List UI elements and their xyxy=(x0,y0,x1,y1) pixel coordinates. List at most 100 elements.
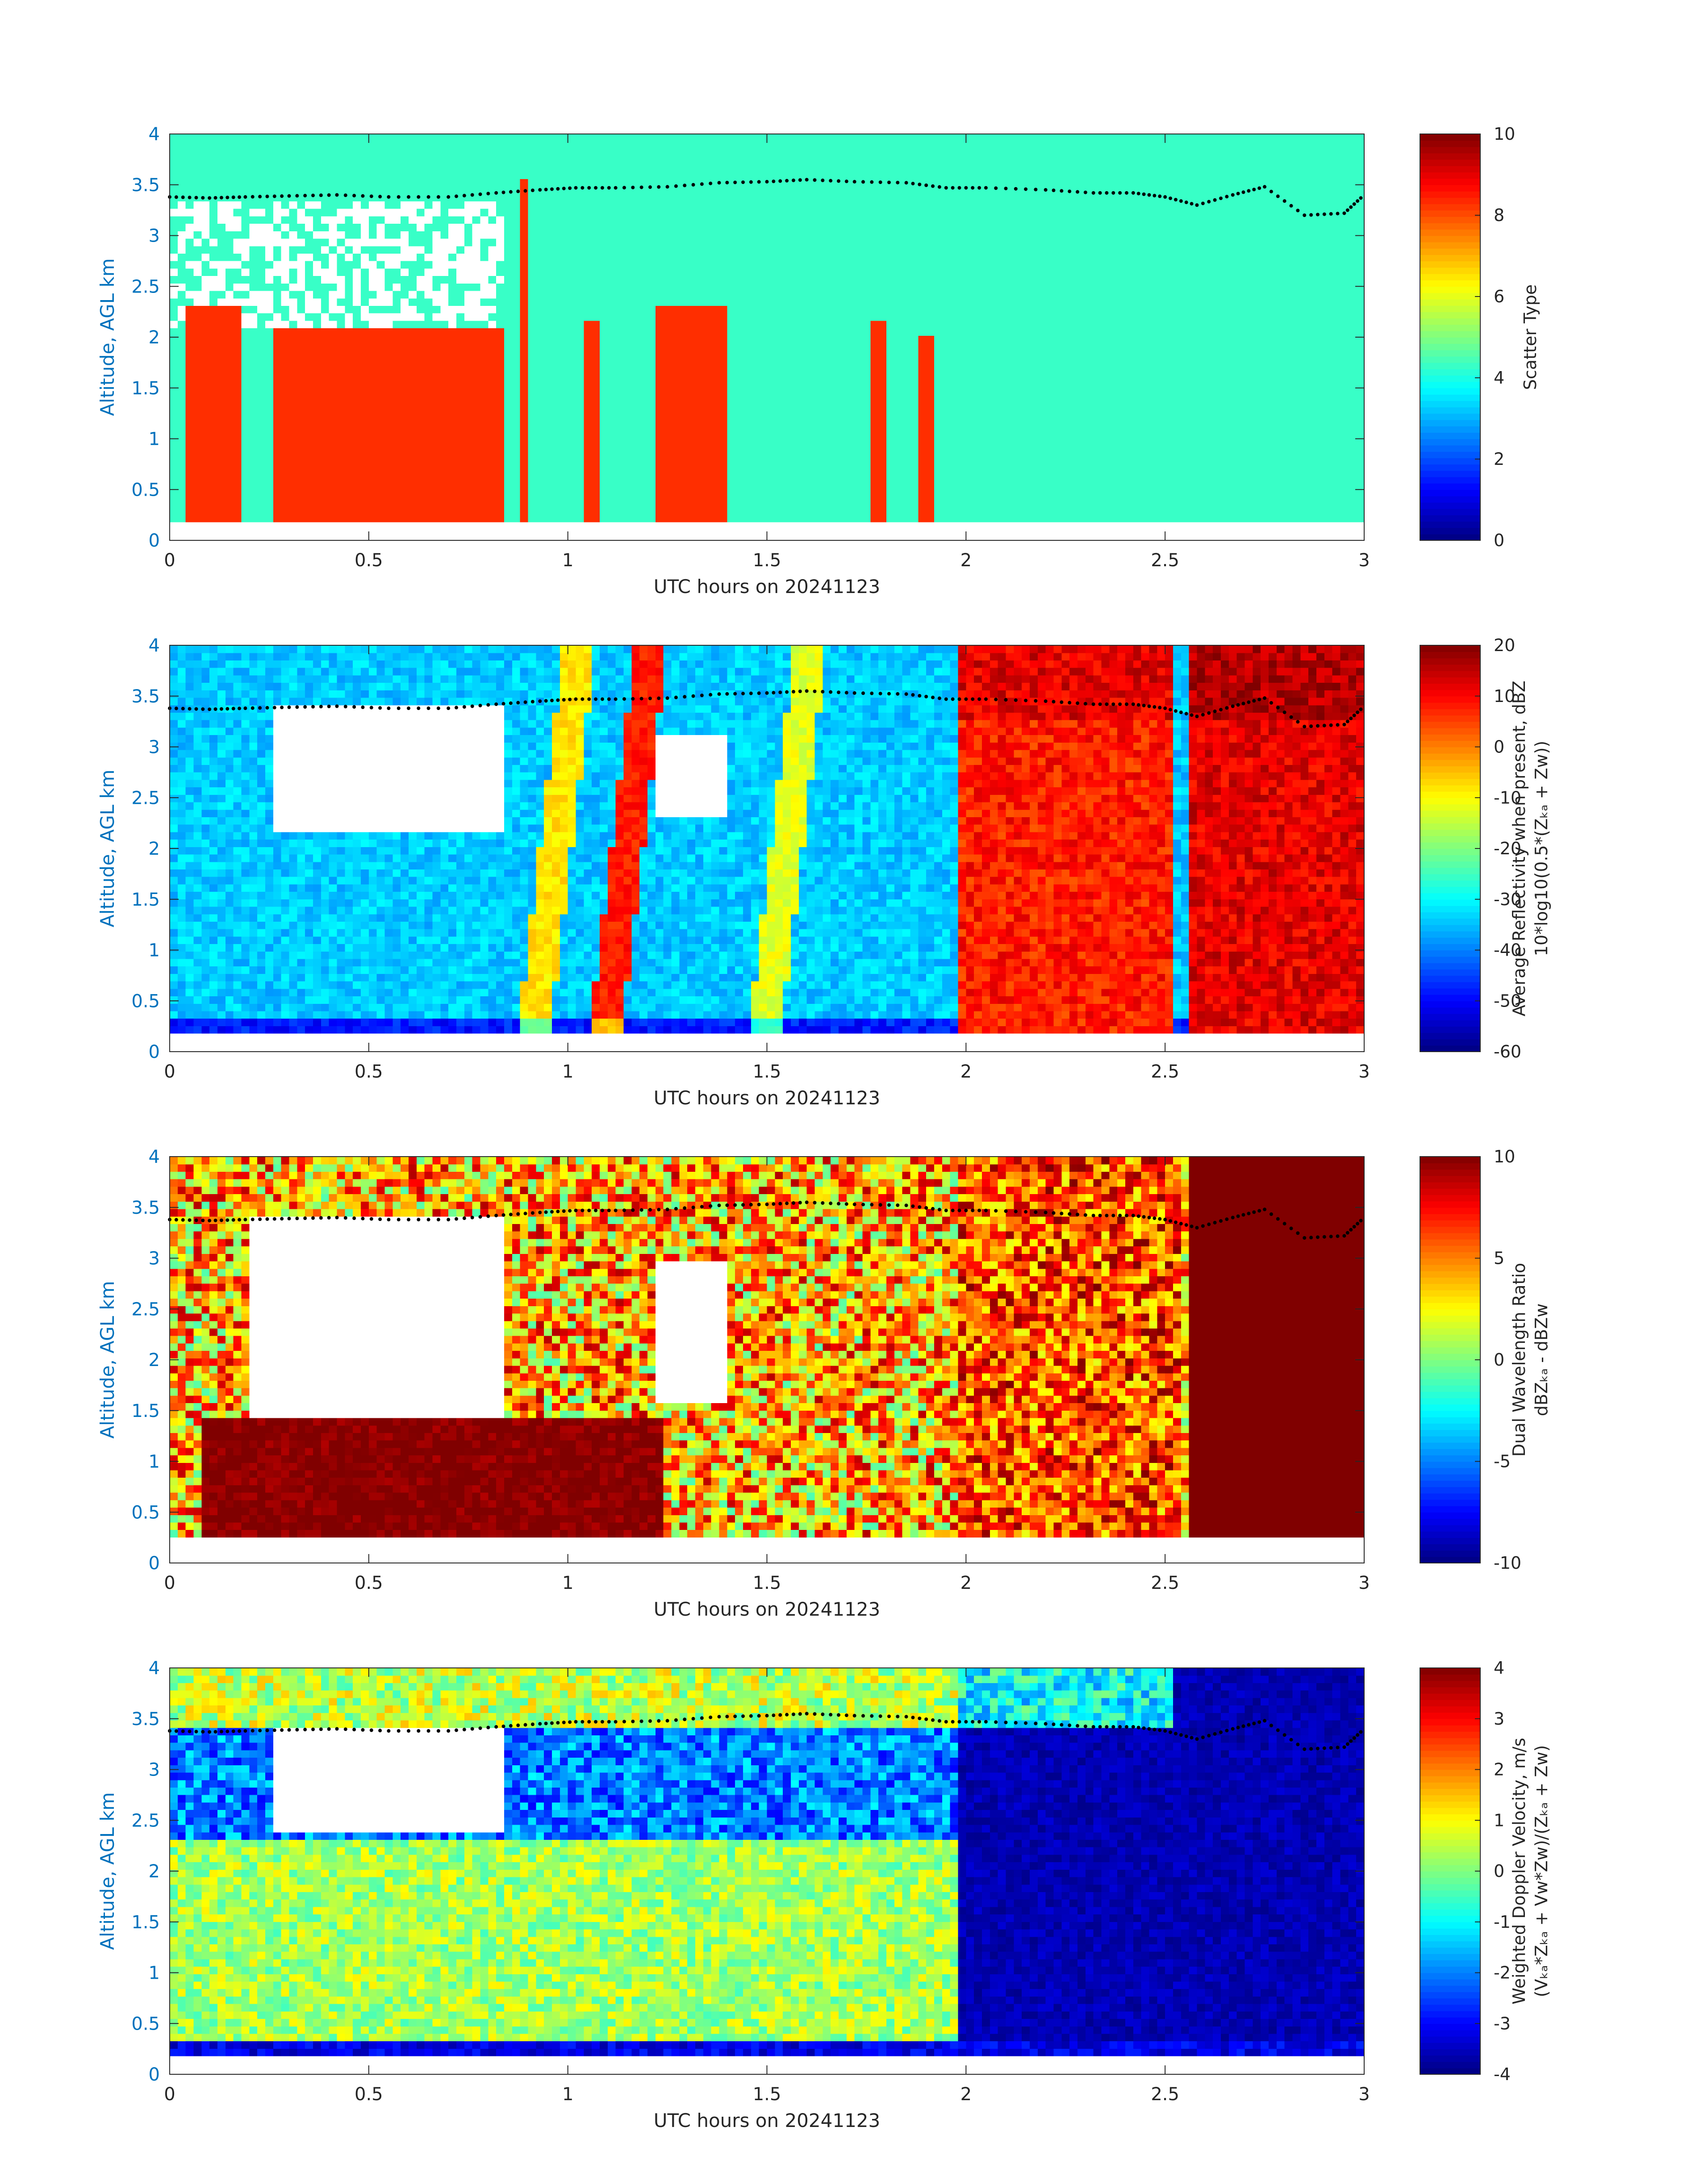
heatmap-cell xyxy=(353,156,361,164)
heatmap-cell xyxy=(417,305,425,313)
heatmap-cell xyxy=(337,395,345,403)
heatmap-cell xyxy=(249,462,257,470)
heatmap-cell xyxy=(369,358,377,365)
heatmap-cell xyxy=(409,455,417,463)
heatmap-cell xyxy=(289,440,297,447)
heatmap-cell xyxy=(433,253,441,261)
heatmap-cell xyxy=(647,201,656,209)
heatmap-cell xyxy=(448,358,456,365)
heatmap-cell xyxy=(440,305,448,313)
heatmap-cell xyxy=(496,321,504,328)
heatmap-cell xyxy=(178,365,186,373)
heatmap-cell xyxy=(616,433,624,440)
heatmap-cell xyxy=(265,328,273,336)
heatmap-cell xyxy=(194,156,202,164)
heatmap-cell xyxy=(544,403,552,410)
heatmap-cell xyxy=(321,134,329,142)
heatmap-cell xyxy=(289,358,297,365)
heatmap-cell xyxy=(345,477,353,485)
heatmap-cell xyxy=(600,238,608,246)
heatmap-cell xyxy=(329,291,337,298)
heatmap-cell xyxy=(393,388,401,395)
heatmap-cell xyxy=(313,343,321,351)
heatmap-cell xyxy=(170,455,178,463)
heatmap-cell xyxy=(249,149,257,156)
heatmap-cell xyxy=(504,142,512,149)
heatmap-cell xyxy=(242,418,250,425)
heatmap-cell xyxy=(361,380,369,388)
heatmap-cell xyxy=(305,410,313,418)
heatmap-cell xyxy=(393,238,401,246)
heatmap-cell xyxy=(170,156,178,164)
heatmap-cell xyxy=(305,179,313,186)
heatmap-cell xyxy=(170,328,178,336)
heatmap-cell xyxy=(393,343,401,351)
heatmap-cell xyxy=(321,142,329,149)
heatmap-cell xyxy=(592,194,600,201)
heatmap-cell xyxy=(656,291,664,298)
heatmap-cell xyxy=(624,171,632,179)
heatmap-cell xyxy=(281,321,289,328)
heatmap-cell xyxy=(647,305,656,313)
heatmap-cell xyxy=(337,403,345,410)
heatmap-cell xyxy=(536,343,544,351)
heatmap-cell xyxy=(504,328,512,336)
heatmap-cell xyxy=(186,380,194,388)
heatmap-cell xyxy=(297,201,305,209)
heatmap-cell xyxy=(600,507,608,515)
heatmap-cell xyxy=(480,358,489,365)
heatmap-cell xyxy=(257,276,265,284)
heatmap-cell xyxy=(552,373,560,380)
heatmap-cell xyxy=(480,447,489,455)
heatmap-cell xyxy=(385,470,393,477)
heatmap-cell xyxy=(201,433,209,440)
heatmap-cell xyxy=(552,380,560,388)
heatmap-cell xyxy=(425,209,433,216)
heatmap-cell xyxy=(584,507,592,515)
heatmap-cell xyxy=(576,156,584,164)
heatmap-cell xyxy=(361,507,369,515)
heatmap-cell xyxy=(209,305,217,313)
heatmap-cell xyxy=(201,201,209,209)
heatmap-cell xyxy=(425,447,433,455)
heatmap-cell xyxy=(608,156,616,164)
heatmap-cell xyxy=(369,455,377,463)
heatmap-cell xyxy=(393,179,401,186)
heatmap-cell xyxy=(528,514,536,522)
heatmap-cell xyxy=(234,328,242,336)
heatmap-cell xyxy=(616,492,624,500)
heatmap-cell xyxy=(273,201,281,209)
heatmap-cell xyxy=(456,179,464,186)
heatmap-cell xyxy=(170,447,178,455)
heatmap-cell xyxy=(624,291,632,298)
heatmap-cell xyxy=(448,291,456,298)
heatmap-cell xyxy=(170,492,178,500)
heatmap-cell xyxy=(440,253,448,261)
heatmap-cell xyxy=(448,492,456,500)
heatmap-cell xyxy=(433,380,441,388)
heatmap-cell xyxy=(329,209,337,216)
heatmap-cell xyxy=(417,335,425,343)
heatmap-cell xyxy=(305,283,313,291)
heatmap-cell xyxy=(592,201,600,209)
heatmap-cell xyxy=(536,231,544,238)
heatmap-cell xyxy=(417,395,425,403)
heatmap-cell xyxy=(480,209,489,216)
heatmap-cell xyxy=(440,358,448,365)
heatmap-cell xyxy=(265,238,273,246)
heatmap-cell xyxy=(337,238,345,246)
heatmap-cell xyxy=(417,268,425,276)
heatmap-cell xyxy=(337,447,345,455)
heatmap-cell xyxy=(273,246,281,254)
heatmap-cell xyxy=(576,365,584,373)
heatmap-cell xyxy=(385,305,393,313)
heatmap-cell xyxy=(544,388,552,395)
heatmap-cell xyxy=(257,283,265,291)
heatmap-cell xyxy=(385,291,393,298)
heatmap-cell xyxy=(631,171,639,179)
heatmap-cell xyxy=(209,209,217,216)
heatmap-cell xyxy=(656,298,664,306)
heatmap-cell xyxy=(616,231,624,238)
heatmap-cell xyxy=(289,224,297,231)
heatmap-cell xyxy=(616,365,624,373)
